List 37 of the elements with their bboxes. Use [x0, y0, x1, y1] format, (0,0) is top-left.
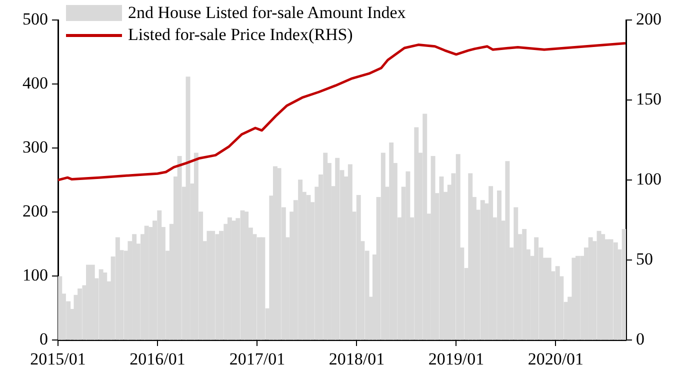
x-tick-label: 2017/01 — [229, 350, 286, 369]
bar — [576, 256, 580, 340]
x-tick-label: 2015/01 — [30, 350, 86, 369]
y2-tick-label: 50 — [636, 249, 653, 268]
y2-tick-label: 200 — [636, 9, 662, 28]
bar — [406, 171, 410, 340]
bar — [227, 217, 232, 340]
y-tick-label: 100 — [22, 265, 48, 284]
x-tick-label: 2016/01 — [130, 350, 186, 369]
bar — [244, 212, 249, 340]
bar — [534, 237, 539, 340]
bar — [102, 272, 108, 340]
bar — [115, 237, 120, 340]
bar — [78, 288, 82, 340]
bar — [306, 195, 311, 340]
x-tick-label: 2018/01 — [328, 350, 385, 369]
x-tick-label: 2020/01 — [528, 350, 584, 369]
legend-label: 2nd House Listed for-sale Amount Index — [128, 2, 406, 24]
y-tick-label: 0 — [40, 329, 48, 348]
bar — [348, 164, 352, 340]
y-tick-label: 200 — [22, 201, 48, 220]
bar — [177, 156, 182, 340]
bar — [335, 158, 340, 340]
y-tick-label: 400 — [22, 73, 48, 92]
bar — [210, 230, 216, 340]
bar — [505, 161, 510, 340]
bar — [260, 237, 266, 340]
bar — [272, 166, 278, 340]
x-tick-label: 2019/01 — [428, 350, 484, 369]
bar — [468, 173, 473, 340]
y2-tick-label: 100 — [636, 169, 662, 188]
y2-tick-label: 150 — [636, 89, 662, 108]
legend-label: Listed for-sale Price Index(RHS) — [128, 24, 353, 46]
y-tick-label: 300 — [22, 137, 48, 156]
bar — [600, 234, 606, 340]
y-tick-label: 500 — [22, 9, 48, 28]
y2-tick-label: 0 — [636, 329, 644, 348]
